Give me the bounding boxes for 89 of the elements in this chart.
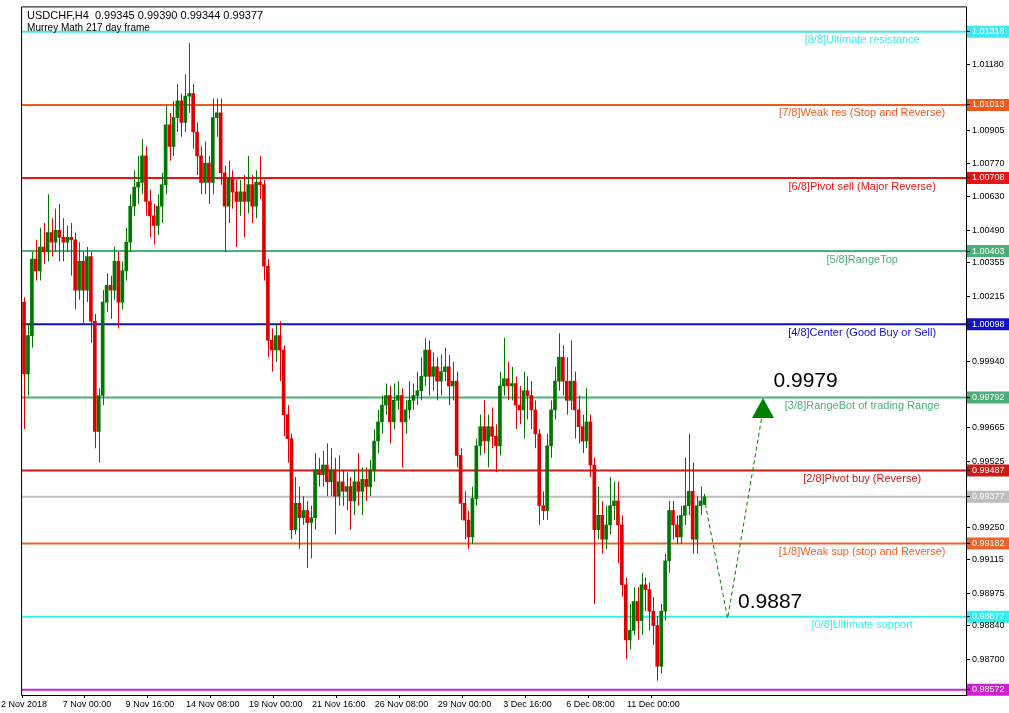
y-tick-label: 0.99792 — [972, 391, 1005, 402]
candlestick — [446, 354, 451, 406]
ref-line-label: [6/8]Pivot sell (Major Reverse) — [788, 179, 936, 192]
annotation: 0.9979 — [773, 368, 838, 392]
candlestick — [415, 371, 420, 406]
y-tick-label: 0.98975 — [972, 587, 1005, 598]
candlestick — [207, 155, 211, 205]
candlestick — [305, 500, 310, 569]
candlestick — [391, 383, 396, 430]
y-tick-label: 1.00708 — [972, 172, 1005, 183]
ref-line-label: [4/8]Center (Good Buy or Sell) — [788, 325, 937, 338]
ref-line-label: [0/8]Ultimate support — [811, 618, 913, 631]
y-tick-label: 0.99182 — [972, 538, 1005, 549]
chart-title: USDCHF,H4 0.99345 0.99390 0.99344 0.99377 — [27, 8, 264, 21]
x-tick-label: 19 Nov 00:00 — [248, 698, 303, 709]
candlestick — [364, 466, 369, 502]
candlestick — [317, 457, 321, 488]
candlestick — [435, 356, 439, 401]
y-tick-label: 0.99665 — [972, 422, 1005, 433]
candlestick — [490, 407, 494, 449]
y-tick-label: 0.99115 — [972, 554, 1004, 565]
candlestick — [604, 505, 608, 550]
candlestick — [328, 447, 333, 497]
candlestick — [242, 174, 247, 238]
candlestick — [344, 471, 349, 512]
y-tick-label: 0.99940 — [972, 356, 1005, 367]
candlestick — [250, 174, 254, 224]
ref-line-label: [2/8]Pivot buy (Reverse) — [803, 472, 922, 485]
candlestick — [431, 351, 435, 392]
ref-line-label: [7/8]Weak res (Stop and Reverse) — [779, 106, 946, 119]
ref-line-label: [3/8]RangeBot of trading Range — [784, 398, 940, 411]
candlestick — [509, 366, 514, 401]
candlestick — [336, 454, 341, 507]
candlestick — [321, 450, 325, 488]
x-tick-label: 14 Nov 08:00 — [186, 698, 240, 709]
candlestick — [273, 323, 278, 363]
ref-line-label: [1/8]Weak sup (stop and Reverse) — [778, 545, 946, 558]
y-tick-label: 1.00630 — [972, 191, 1005, 202]
candlestick — [482, 399, 487, 454]
ref-line-label: [5/8]RangeTop — [826, 252, 898, 265]
candlestick — [411, 383, 416, 411]
candlestick — [671, 500, 675, 540]
candlestick — [41, 222, 46, 265]
candlestick — [627, 603, 632, 650]
y-tick-label: 1.00403 — [972, 245, 1005, 256]
candlestick — [505, 361, 510, 401]
x-tick-label: 3 Dec 16:00 — [503, 698, 552, 709]
candlestick — [439, 354, 443, 397]
candlestick — [450, 361, 455, 401]
candlestick — [486, 414, 490, 468]
candlestick — [679, 505, 683, 545]
x-tick-label: 26 Nov 08:00 — [374, 698, 429, 709]
y-tick-label: 0.98572 — [972, 684, 1005, 695]
y-tick-label: 0.98840 — [972, 620, 1005, 631]
y-tick-label: 0.99487 — [972, 465, 1005, 475]
candlestick — [596, 486, 601, 540]
candlestick — [325, 442, 329, 497]
y-tick-label: 0.99525 — [972, 455, 1005, 466]
y-tick-label: 0.98877 — [972, 611, 1005, 622]
y-tick-label: 1.00355 — [972, 257, 1005, 268]
y-tick-label: 1.00905 — [972, 125, 1005, 136]
y-tick-label: 1.00490 — [972, 224, 1005, 235]
y-tick-label: 0.99377 — [972, 491, 1005, 502]
ref-line-label: [8/8]Ultimate resistance — [804, 33, 920, 46]
x-tick-label: 11 Dec 00:00 — [626, 698, 680, 709]
y-tick-label: 1.00770 — [972, 157, 1005, 168]
y-tick-label: 1.01318 — [972, 26, 1005, 37]
y-tick-label: 0.99250 — [972, 521, 1005, 532]
y-tick-label: 0.98700 — [972, 653, 1005, 664]
x-tick-label: 29 Nov 00:00 — [437, 698, 492, 709]
x-tick-label: 7 Nov 00:00 — [62, 698, 112, 709]
y-tick-label: 1.00215 — [972, 290, 1005, 301]
y-tick-label: 1.01013 — [972, 99, 1005, 110]
text: Murrey Math 217 day frame — [27, 22, 151, 34]
candlestick — [301, 495, 306, 526]
candlestick — [525, 375, 530, 420]
candlestick — [568, 339, 573, 411]
candlestick — [65, 224, 70, 253]
x-tick-label: 2 Nov 2018 — [1, 698, 48, 709]
candlestick — [246, 155, 251, 214]
annotation: 0.9887 — [738, 588, 803, 612]
x-tick-label: 6 Dec 08:00 — [566, 698, 615, 709]
candlestick — [643, 577, 648, 612]
x-tick-label: 21 Nov 16:00 — [311, 698, 366, 709]
y-tick-label: 1.00098 — [972, 318, 1005, 329]
y-tick-label: 1.01180 — [972, 59, 1004, 70]
candlestick — [61, 217, 66, 262]
x-tick-label: 9 Nov 16:00 — [125, 698, 175, 709]
candlestick — [34, 239, 38, 282]
